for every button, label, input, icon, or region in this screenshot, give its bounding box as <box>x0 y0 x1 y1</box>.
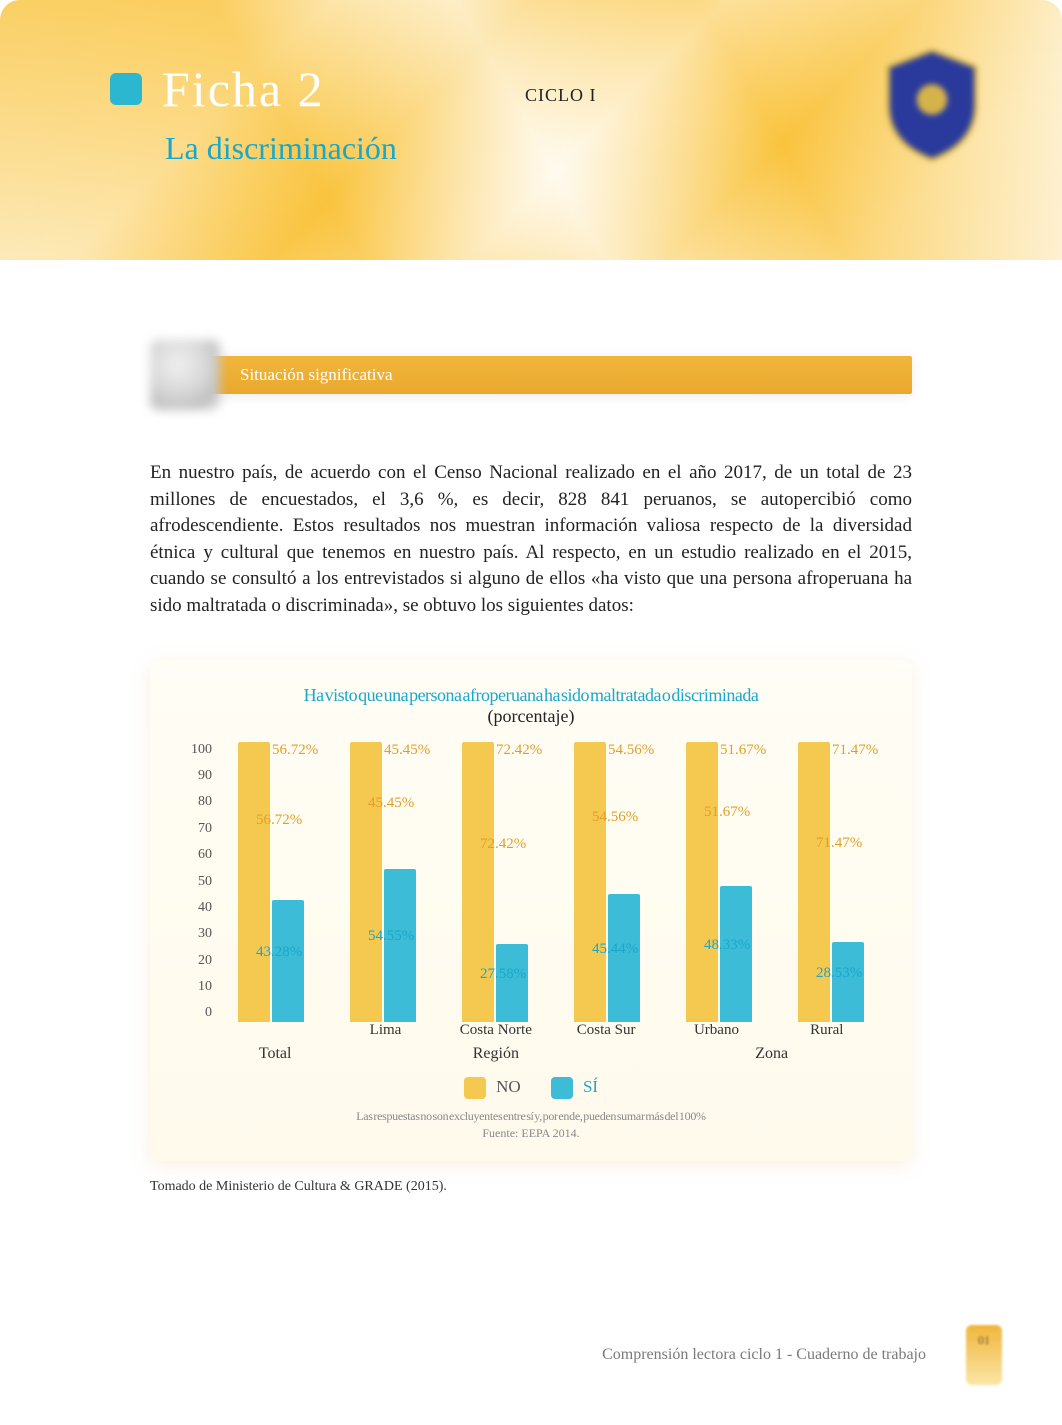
x-axis-super-labels: TotalRegiónZona <box>220 1045 882 1063</box>
bar-si <box>608 894 640 1021</box>
bar-si-value: 27.58% <box>480 966 526 983</box>
x-label <box>220 1022 330 1039</box>
intro-paragraph: En nuestro país, de acuerdo con el Censo… <box>150 460 912 620</box>
header-banner: CICLO I Ficha 2 La discriminación <box>0 0 1062 260</box>
content: Situación significativa En nuestro país,… <box>0 260 1062 1195</box>
y-tick: 20 <box>180 953 212 969</box>
x-super-label: Total <box>220 1045 330 1063</box>
title-bullet-icon <box>110 73 142 105</box>
y-tick: 50 <box>180 874 212 890</box>
chart-container: Ha visto que una persona afroperuana ha … <box>150 660 912 1161</box>
chart-note: Las respuestas no son excluyentes entre … <box>180 1109 882 1124</box>
y-tick: 70 <box>180 821 212 837</box>
y-tick: 90 <box>180 768 212 784</box>
bar-si <box>832 942 864 1022</box>
y-tick: 30 <box>180 926 212 942</box>
footer-text: Comprensión lectora ciclo 1 - Cuaderno d… <box>602 1346 926 1364</box>
chart-source: Fuente: EEPA 2014. <box>180 1126 882 1141</box>
bar-no: 56.72% <box>238 742 270 1022</box>
title-row: Ficha 2 <box>110 60 952 118</box>
page-number: 01 <box>966 1325 1002 1385</box>
ficha-title: Ficha 2 <box>162 60 325 118</box>
x-axis-labels: LimaCosta NorteCosta SurUrbanoRural <box>220 1022 882 1039</box>
y-tick: 40 <box>180 900 212 916</box>
x-label: Urbano <box>661 1022 771 1039</box>
bar-group: 54.56%54.56%45.44% <box>556 742 658 1022</box>
bar-no-value: 56.72% <box>256 812 302 829</box>
footer: Comprensión lectora ciclo 1 - Cuaderno d… <box>0 1325 1062 1385</box>
y-tick: 60 <box>180 847 212 863</box>
legend-no: NO <box>464 1077 521 1099</box>
bar-no: 54.56% <box>574 742 606 1022</box>
y-tick: 100 <box>180 742 212 758</box>
citation: Tomado de Ministerio de Cultura & GRADE … <box>150 1179 912 1195</box>
x-super-label: Zona <box>661 1045 882 1063</box>
bar-no: 45.45% <box>350 742 382 1022</box>
x-label: Rural <box>772 1022 882 1039</box>
bar-group: 51.67%51.67%48.33% <box>668 742 770 1022</box>
bar-si-value: 48.33% <box>704 937 750 954</box>
chart-area: 1009080706050403020100 56.72%56.72%43.28… <box>180 742 882 1022</box>
bar-no-value: 51.67% <box>704 804 750 821</box>
y-axis: 1009080706050403020100 <box>180 742 220 1022</box>
bar-group: 71.47%71.47%28.53% <box>780 742 882 1022</box>
bar-no-value: 71.47% <box>816 835 862 852</box>
y-tick: 10 <box>180 979 212 995</box>
chart-legend: NO SÍ <box>180 1077 882 1099</box>
bar-no-value: 54.56% <box>592 809 638 826</box>
x-super-label: Región <box>330 1045 661 1063</box>
bar-si <box>720 886 752 1021</box>
bar-si-value: 45.44% <box>592 941 638 958</box>
x-label: Costa Sur <box>551 1022 661 1039</box>
y-tick: 0 <box>180 1005 212 1021</box>
legend-swatch-no <box>464 1077 486 1099</box>
bar-si-value: 28.53% <box>816 965 862 982</box>
bar-group: 72.42%72.42%27.58% <box>444 742 546 1022</box>
x-label: Costa Norte <box>441 1022 551 1039</box>
bar-no-value: 45.45% <box>368 795 414 812</box>
subtitle: La discriminación <box>165 130 952 167</box>
bar-group: 45.45%45.45%54.55% <box>332 742 434 1022</box>
legend-swatch-si <box>551 1077 573 1099</box>
legend-no-label: NO <box>496 1077 521 1096</box>
bar-si <box>496 944 528 1021</box>
chart-title: Ha visto que una persona afroperuana ha … <box>180 685 882 706</box>
x-label: Lima <box>330 1022 440 1039</box>
legend-si: SÍ <box>551 1077 598 1099</box>
chart-subtitle: (porcentaje) <box>180 706 882 727</box>
legend-si-label: SÍ <box>583 1077 598 1096</box>
section-header: Situación significativa <box>150 340 912 410</box>
page: CICLO I Ficha 2 La discriminación Situac… <box>0 0 1062 1425</box>
chart-plot: 56.72%56.72%43.28%45.45%45.45%54.55%72.4… <box>220 742 882 1022</box>
bar-group: 56.72%56.72%43.28% <box>220 742 322 1022</box>
bar-no: 51.67% <box>686 742 718 1022</box>
bar-si-value: 43.28% <box>256 944 302 961</box>
section-bar: Situación significativa <box>200 356 912 394</box>
section-icon <box>150 340 220 410</box>
bar-no-value: 72.42% <box>480 836 526 853</box>
bar-si-value: 54.55% <box>368 928 414 945</box>
y-tick: 80 <box>180 794 212 810</box>
